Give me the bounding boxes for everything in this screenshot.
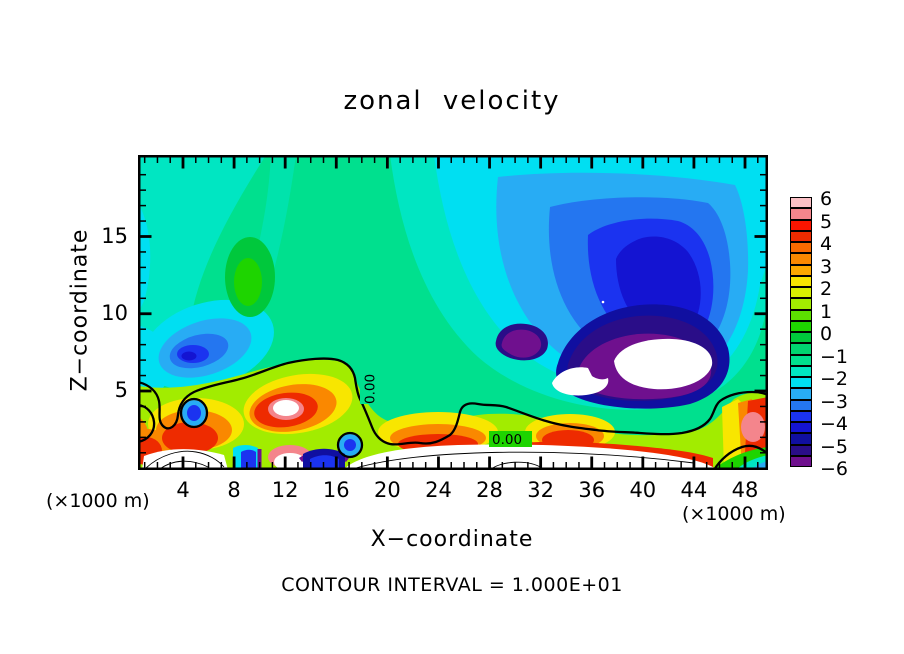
zero-contour-line [138, 357, 768, 470]
colorbar-tick-label: −2 [820, 368, 849, 390]
colorbar-cell [790, 208, 812, 220]
x-tick-label: 4 [176, 478, 190, 502]
colorbar-cell [790, 388, 812, 400]
colorbar-tick-label: 3 [820, 255, 833, 278]
colorbar-cell [790, 377, 812, 389]
colorbar-cell [790, 354, 812, 366]
colorbar-cell [790, 253, 812, 265]
x-tick-label: 20 [373, 478, 401, 502]
contour-field: 0.00 0.00 [138, 155, 768, 470]
colorbar-cell [790, 410, 812, 422]
colorbar [790, 197, 812, 467]
colorbar-tick-label: −4 [820, 413, 849, 435]
colorbar-cell [790, 365, 812, 377]
colorbar-cell [790, 230, 812, 242]
colorbar-cell [790, 287, 812, 299]
x-tick-label: 16 [322, 478, 350, 502]
colorbar-cell [790, 242, 812, 254]
colorbar-tick-label: 4 [820, 233, 833, 255]
colorbar-tick-label: 1 [820, 300, 833, 323]
colorbar-tick-label: 6 [820, 188, 833, 210]
zero-label-vertical: 0.00 [363, 374, 379, 404]
colorbar-cell [790, 197, 812, 209]
colorbar-cell [790, 444, 812, 456]
z-tick-label: 15 [101, 223, 128, 248]
colorbar-cell [790, 219, 812, 231]
z-tick-label: 5 [114, 378, 128, 402]
x-tick-label: 40 [629, 478, 657, 502]
colorbar-cell [790, 433, 812, 445]
plot-border [138, 155, 768, 470]
colorbar-tick-label: −6 [820, 458, 849, 480]
colorbar-cell [790, 275, 812, 287]
colorbar-cell [790, 309, 812, 321]
colorbar-tick-label: −1 [820, 345, 849, 368]
colorbar-cell [790, 455, 812, 467]
axis-ticks [140, 157, 766, 468]
contour-interval-note: CONTOUR INTERVAL = 1.000E+01 [281, 574, 623, 596]
z-tick-label: 10 [101, 300, 128, 325]
zero-contour-labels: 0.00 0.00 [360, 360, 532, 448]
x-tick-label: 8 [227, 478, 241, 502]
x-axis-title: X−coordinate [370, 527, 534, 552]
x-axis-unit-left: (×1000 m) [46, 490, 150, 512]
colorbar-cell [790, 332, 812, 344]
colorbar-cell [790, 343, 812, 355]
colorbar-cell [790, 264, 812, 276]
x-tick-label: 24 [425, 478, 452, 502]
x-tick-label: 44 [680, 478, 708, 502]
x-axis-unit-right: (×1000 m) [682, 503, 786, 525]
x-tick-label: 36 [578, 478, 606, 502]
field-fills [138, 155, 768, 470]
colorbar-cell [790, 422, 812, 434]
zero-label-horizontal: 0.00 [492, 432, 522, 448]
x-tick-label: 32 [527, 478, 555, 502]
x-tick-label: 12 [271, 478, 299, 502]
colorbar-cell [790, 298, 812, 310]
chart-title: zonal velocity [343, 86, 561, 116]
colorbar-cell [790, 320, 812, 332]
x-tick-label: 28 [476, 478, 503, 502]
colorbar-tick-label: 2 [820, 278, 833, 300]
contour-svg: 0.00 0.00 [138, 155, 768, 470]
colorbar-tick-label: 5 [820, 210, 833, 233]
colorbar-tick-label: −5 [820, 435, 849, 458]
colorbar-cell [790, 399, 812, 411]
x-tick-label: 48 [731, 478, 759, 502]
colorbar-tick-label: −3 [820, 390, 849, 413]
colorbar-tick-label: 0 [820, 323, 833, 345]
